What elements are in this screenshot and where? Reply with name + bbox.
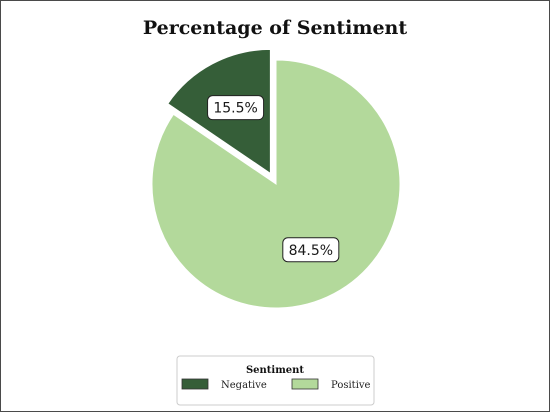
pie-slices bbox=[151, 48, 401, 309]
legend-title: Sentiment bbox=[246, 365, 304, 376]
svg-text:84.5%: 84.5% bbox=[289, 243, 333, 259]
legend-swatch-positive bbox=[291, 378, 319, 390]
value-label-positive: 84.5% bbox=[282, 237, 340, 263]
legend: Sentiment Negative Positive bbox=[176, 355, 375, 406]
legend-swatch-negative bbox=[181, 378, 209, 390]
legend-label-negative: Negative bbox=[221, 380, 267, 391]
svg-text:15.5%: 15.5% bbox=[213, 101, 257, 117]
value-label-negative: 15.5% bbox=[207, 95, 265, 121]
legend-label-positive: Positive bbox=[331, 380, 371, 391]
legend-box bbox=[176, 355, 375, 406]
chart-title: Percentage of Sentiment bbox=[143, 17, 408, 39]
pie-value-labels: 15.5% 84.5% bbox=[207, 95, 340, 263]
